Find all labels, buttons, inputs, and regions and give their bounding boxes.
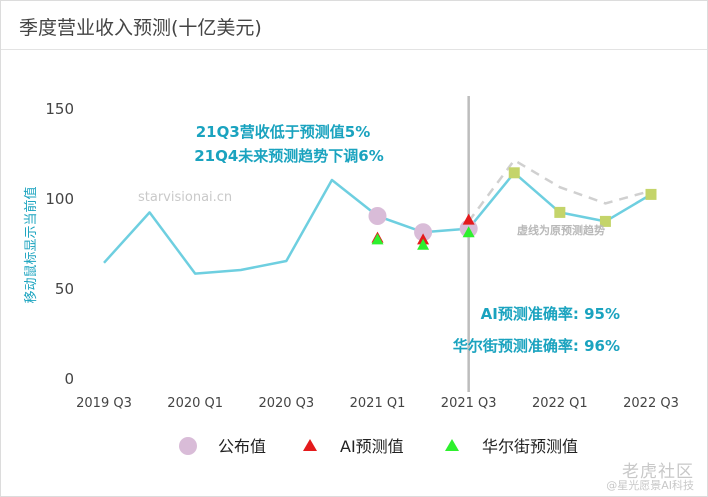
x-tick-label: 2020 Q1 [167,396,223,411]
annotation-note-line-2: 21Q4未来预测趋势下调6% [194,147,384,165]
chart-header: 季度营业收入预测(十亿美元) [1,1,707,50]
y-axis-label: 移动鼠标显示当前值 [23,186,39,303]
community-watermark: 老虎社区 @星光愿景AI科技 [606,462,694,493]
original-forecast-dashed-line [467,158,652,223]
legend-ai-label: AI预测值 [340,437,404,456]
legend-reported-marker [179,437,197,455]
forecast-point [599,215,611,227]
wallstreet-forecast-point [371,233,384,245]
forecast-point [554,206,566,218]
legend-ai-marker [303,439,317,451]
ai-accuracy-label: AI预测准确率: 95% [481,305,620,323]
legend-reported-label: 公布值 [218,437,266,456]
starvision-watermark: starvisionai.cn [138,190,232,205]
reported-value-point [414,223,433,242]
watermark-line-2: @星光愿景AI科技 [606,479,694,492]
forecast-point [645,188,657,200]
legend-wallstreet-label: 华尔街预测值 [482,437,578,456]
wallstreet-accuracy-label: 华尔街预测准确率: 96% [453,337,620,355]
x-tick-label: 2022 Q3 [623,396,679,411]
y-tick-label: 100 [45,190,74,208]
x-tick-label: 2020 Q3 [258,396,314,411]
y-tick-label: 0 [64,370,74,388]
wallstreet-forecast-point [462,226,475,238]
ai-forecast-point [462,213,475,225]
x-tick-label: 2021 Q3 [441,396,497,411]
dashed-line-note: 虚线为原预测趋势 [517,223,605,237]
legend-wallstreet-marker [445,439,459,451]
wallstreet-forecast-point [417,238,430,250]
forecast-point [508,167,520,179]
y-tick-label: 150 [45,100,74,118]
x-tick-label: 2021 Q1 [350,396,406,411]
annotation-note-line-1: 21Q3营收低于预测值5% [196,123,371,141]
reported-value-point [368,207,387,225]
watermark-line-1: 老虎社区 [622,462,694,482]
page-title: 季度营业收入预测(十亿美元) [19,17,262,39]
x-tick-label: 2019 Q3 [76,396,132,411]
y-tick-label: 50 [55,280,74,298]
x-tick-label: 2022 Q1 [532,396,588,411]
